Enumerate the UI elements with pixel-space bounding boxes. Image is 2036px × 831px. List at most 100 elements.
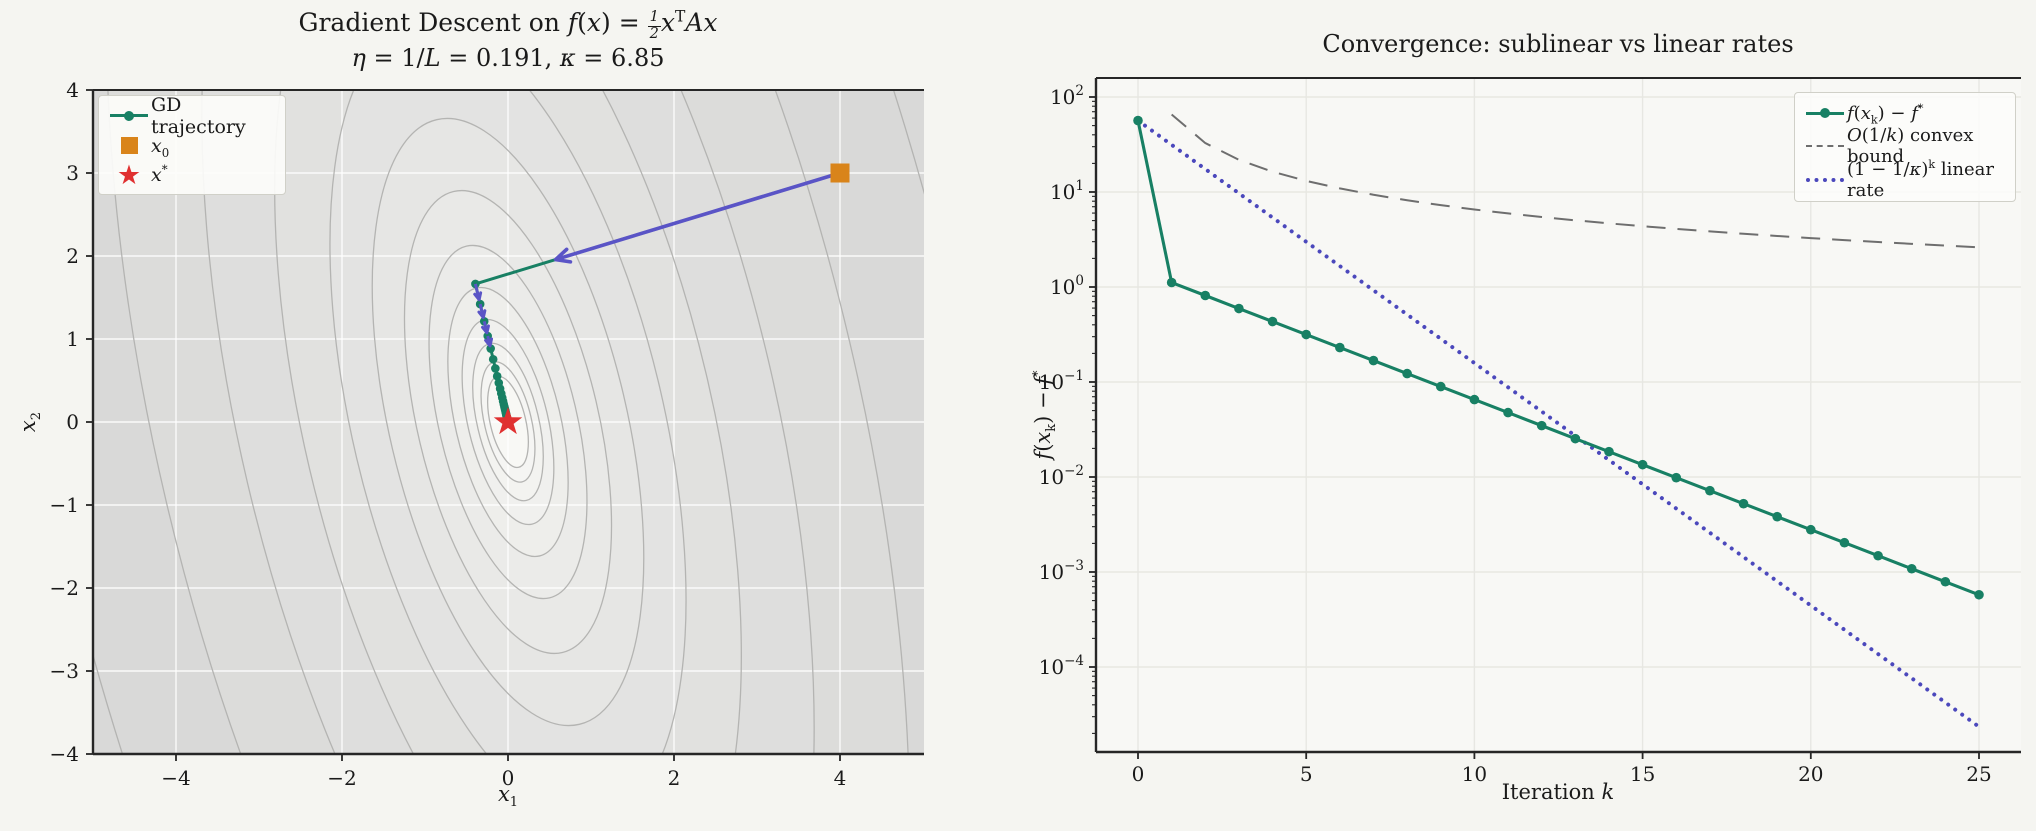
contour-ring <box>201 90 815 754</box>
legend-item-linear-rate: (1 − 1/κ)k linear rate <box>1803 159 2007 201</box>
left-xaxis-label: x1 <box>497 782 519 811</box>
series-fk-point <box>1906 563 1917 574</box>
left-plot-title: Gradient Descent on f(x) = 1 2 xTAx <box>298 7 718 42</box>
gradient-arrowhead <box>473 291 483 302</box>
series-fk-point <box>1604 446 1614 457</box>
legend-item-xstar: ★ x* <box>107 161 277 191</box>
y-tick-label: 0 <box>66 410 79 434</box>
series-fk-point <box>1402 368 1412 379</box>
legend-label: O(1/k) convex bound <box>1847 125 1974 167</box>
dashed-line-icon <box>1806 145 1844 147</box>
series-fk-point <box>1469 394 1480 405</box>
gd-trajectory-point <box>488 354 498 364</box>
y-tick-label: −3 <box>50 659 79 683</box>
series-fk-point <box>1839 537 1850 548</box>
series-fk-point <box>1234 303 1244 314</box>
series-fk-point <box>1570 433 1581 444</box>
x0-square-icon <box>120 137 138 155</box>
series-fk-point <box>1671 472 1682 483</box>
y-tick-label: 100 <box>1050 273 1084 299</box>
x-tick-label: −4 <box>161 766 190 790</box>
legend-label: (1 − 1/κ)k linear rate <box>1847 158 1994 201</box>
series-fk-point <box>1133 115 1143 126</box>
y-tick-label: 1 <box>66 327 79 351</box>
series-fk-point <box>1435 381 1446 392</box>
gradient-arrowhead <box>484 337 494 348</box>
series-fk-point <box>1974 589 1984 600</box>
series-fk-point <box>1503 407 1513 418</box>
legend-item-x0: x0 <box>107 131 277 161</box>
gradient-arrow <box>555 171 841 262</box>
trajectory-line-icon <box>110 114 148 117</box>
y-tick-label: −1 <box>50 493 79 517</box>
series-convex-bound <box>1170 113 1980 249</box>
contour-ring <box>371 117 645 727</box>
x-tick-label: 15 <box>1630 762 1655 786</box>
contour-ring <box>329 90 687 754</box>
y-tick-label: 2 <box>66 244 79 268</box>
y-tick-label: 102 <box>1050 83 1084 109</box>
series-fk-point <box>1368 355 1379 366</box>
x-tick-label: 10 <box>1462 762 1487 786</box>
x-tick-label: 0 <box>1132 762 1145 786</box>
legend-item-fk: f(xk) − f* <box>1803 97 2007 129</box>
y-tick-label: 101 <box>1050 178 1084 204</box>
series-area <box>1133 113 1984 729</box>
series-fk-point <box>1335 342 1345 353</box>
series-linear-rate <box>1136 118 1981 729</box>
x-tick-label: 20 <box>1798 762 1823 786</box>
left-plot-subtitle: η = 1/L = 0.191, κ = 6.85 <box>351 44 665 72</box>
y-tick-label: 10−3 <box>1039 558 1084 584</box>
x0-marker <box>830 163 850 183</box>
series-fk-point <box>1705 485 1715 496</box>
contour-plot: −4 −2 0 2 4 −4 −3 −2 −1 0 1 2 3 4 <box>50 78 924 790</box>
contour-ring <box>428 244 588 600</box>
series-fk-point <box>1267 316 1278 327</box>
contour-ring <box>274 90 742 754</box>
series-fk-point <box>1772 511 1782 522</box>
y-tick-label: −2 <box>50 576 79 600</box>
x-tick-label: 0 <box>502 766 515 790</box>
gd-trajectory-point <box>492 371 502 381</box>
series-fk-point <box>1940 576 1951 587</box>
y-tick-label: 3 <box>66 161 79 185</box>
left-yaxis-label: x2 <box>16 411 45 433</box>
series-fk <box>1136 120 1980 597</box>
right-legend: f(xk) − f* O(1/k) convex bound (1 − 1/κ)… <box>1794 92 2016 202</box>
x-tick-label: −2 <box>327 766 356 790</box>
legend-label: GD trajectory <box>151 93 246 138</box>
xstar-star-icon: ★ <box>116 159 142 191</box>
series-fk-point <box>1738 498 1749 509</box>
x-tick-label: 2 <box>668 766 681 790</box>
xstar-marker <box>493 407 523 435</box>
right-xaxis-label: Iteration k <box>1501 780 1615 804</box>
series-fk-point <box>1536 420 1547 431</box>
x-tick-label: 5 <box>1300 762 1313 786</box>
legend-item-gd-trajectory: GD trajectory <box>107 94 277 138</box>
legend-label: x* <box>151 162 168 187</box>
series-fk-point <box>1806 524 1816 535</box>
y-tick-label: 10−2 <box>1039 463 1084 489</box>
gradient-arrowhead <box>477 309 487 320</box>
series-fk-point <box>1873 550 1883 561</box>
y-tick-label: 10−4 <box>1039 653 1084 679</box>
dotted-line-icon <box>1806 178 1844 182</box>
left-legend: GD trajectory x0 ★ x* <box>98 94 286 195</box>
x-tick-label: 4 <box>834 766 847 790</box>
y-tick-label: 4 <box>66 78 79 102</box>
contour-area <box>93 90 924 754</box>
contour-ring <box>403 189 613 655</box>
y-tick-label: −4 <box>50 742 79 766</box>
series-line-icon <box>1806 111 1844 115</box>
gradient-arrowhead <box>481 324 490 335</box>
legend-item-convex-bound: O(1/k) convex bound <box>1803 125 2007 167</box>
right-plot-title: Convergence: sublinear vs linear rates <box>1322 30 1794 58</box>
gd-trajectory-point <box>491 364 500 373</box>
series-fk-point <box>1637 459 1648 470</box>
contour-ring <box>105 90 911 754</box>
legend-label: x0 <box>151 134 170 160</box>
gd-trajectory-point <box>486 344 495 353</box>
series-fk-point <box>1200 290 1211 301</box>
series-fk-point <box>1301 329 1311 340</box>
x-tick-label: 25 <box>1966 762 1991 786</box>
